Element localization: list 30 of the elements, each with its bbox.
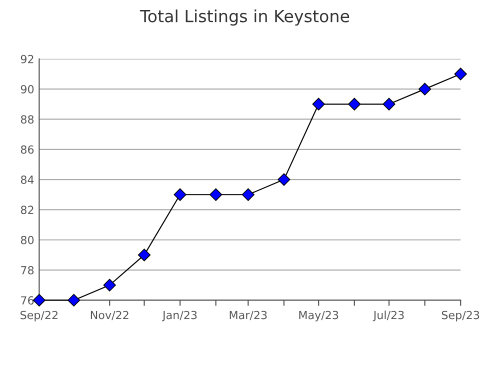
x-tick-label: May/23 <box>299 310 338 322</box>
point <box>68 294 80 307</box>
x-tick-label: Mar/23 <box>230 310 267 320</box>
point <box>242 188 254 201</box>
point <box>312 98 325 110</box>
x-tick-label: Jan/23 <box>162 310 197 322</box>
point <box>210 188 222 201</box>
point <box>454 68 467 80</box>
y-tick-label: 80 <box>20 236 34 244</box>
point <box>138 248 151 262</box>
x-tick-label: Jul/23 <box>372 310 404 322</box>
x-tick-label: Sep/22 <box>20 310 58 322</box>
y-tick-label: 82 <box>20 206 34 214</box>
y-tick-label: 90 <box>20 85 34 94</box>
point <box>278 173 290 186</box>
chart-title: Total Listings in Keystone <box>140 10 350 26</box>
y-tick-label: 86 <box>20 145 34 154</box>
point <box>174 188 186 201</box>
point <box>103 278 116 292</box>
y-tick-label: 76 <box>21 296 34 305</box>
point <box>382 98 396 110</box>
x-tick-label: Sep/23 <box>442 310 480 322</box>
y-tick-label: 84 <box>20 176 34 184</box>
y-tick-label: 78 <box>21 266 34 274</box>
y-tick-label: 92 <box>20 54 34 64</box>
point <box>348 98 361 110</box>
point <box>32 294 46 307</box>
x-tick-label: Nov/22 <box>90 310 128 320</box>
point <box>418 82 432 96</box>
y-tick-label: 88 <box>20 115 34 124</box>
